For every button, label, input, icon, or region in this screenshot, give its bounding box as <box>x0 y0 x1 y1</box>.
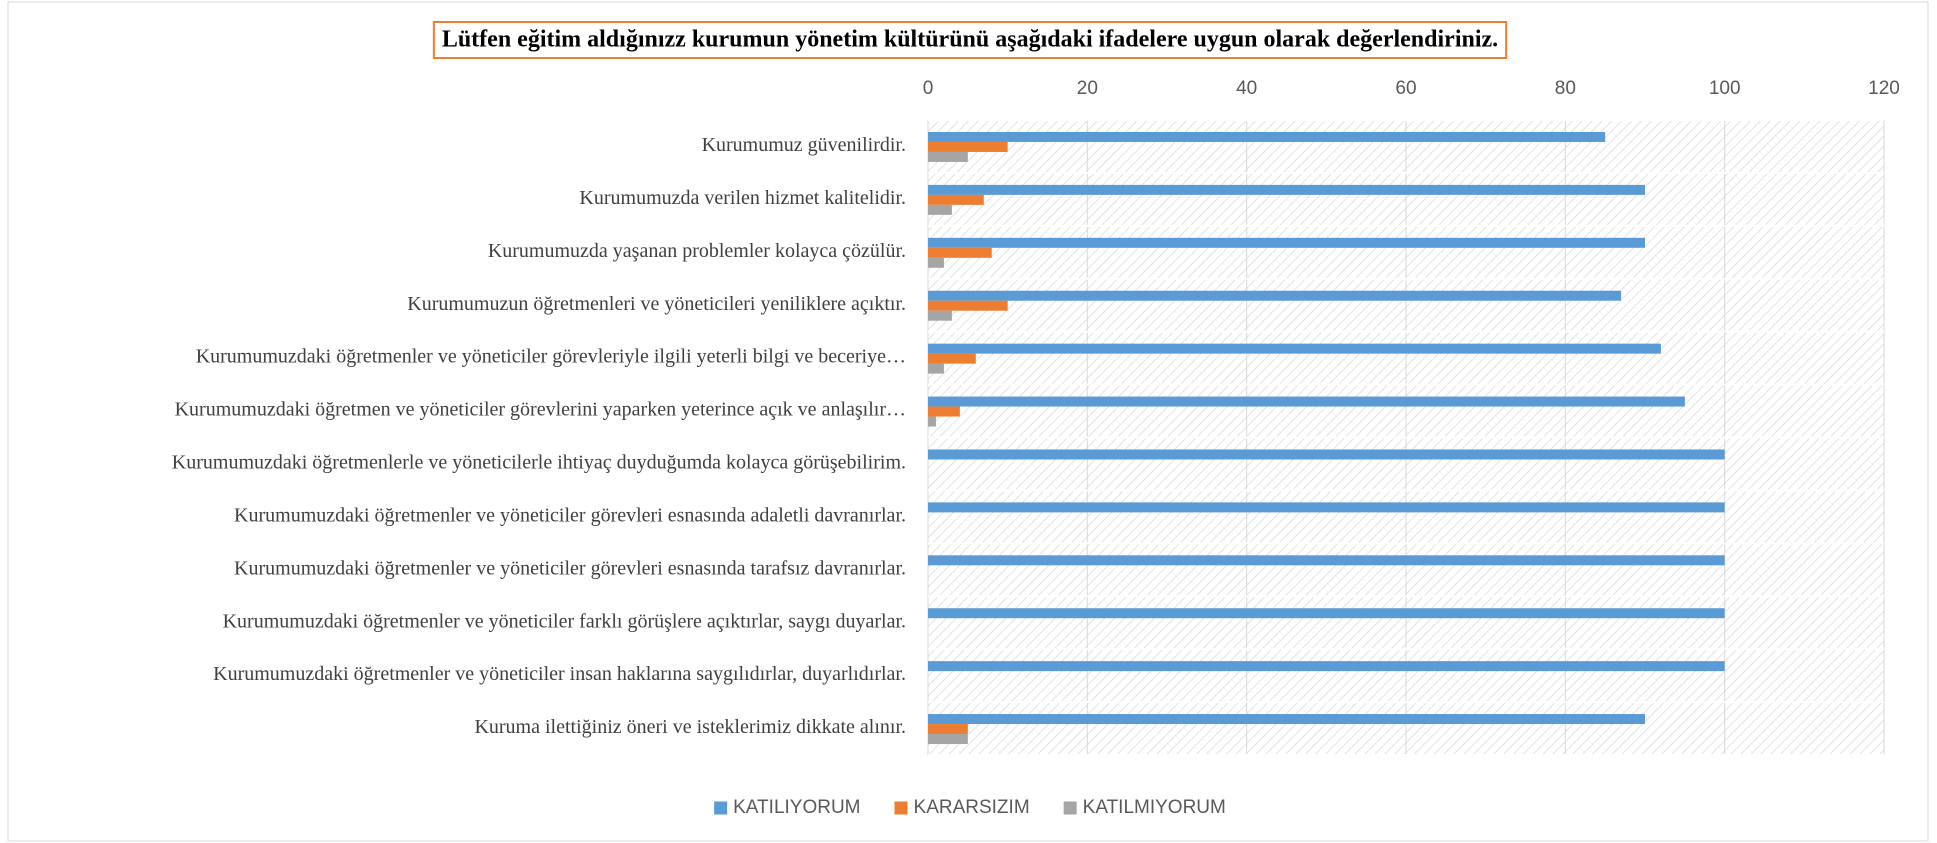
y-tick-label: Kurumumuzda yaşanan problemler kolayca ç… <box>488 240 906 262</box>
y-tick-label: Kurumumuzdaki öğretmenler ve yöneticiler… <box>234 504 906 526</box>
bar <box>928 449 1725 460</box>
legend-label: KATILMIYORUM <box>1083 797 1226 818</box>
x-tick-label: 120 <box>1868 78 1900 99</box>
y-tick-label: Kurumumuzdaki öğretmenler ve yöneticiler… <box>196 346 906 368</box>
x-tick-label: 20 <box>1077 78 1098 99</box>
title-box <box>432 21 1508 59</box>
x-tick-label: 0 <box>923 78 934 99</box>
x-tick-label: 40 <box>1236 78 1257 99</box>
bar <box>928 608 1725 619</box>
bar <box>928 714 1645 725</box>
bar <box>928 734 968 745</box>
x-tick-label: 80 <box>1555 78 1576 99</box>
bar <box>928 131 1606 142</box>
bar <box>928 151 968 162</box>
bar <box>928 343 1661 354</box>
bar <box>928 363 944 374</box>
bar <box>928 353 976 364</box>
legend-label: KARARSIZIM <box>914 797 1030 818</box>
bar <box>928 406 960 417</box>
y-tick-label: Kurumumuzdaki öğretmenler ve yöneticiler… <box>234 557 906 579</box>
bar <box>928 416 936 427</box>
bar <box>928 247 992 258</box>
y-tick-label: Kurumumuzdaki öğretmenler ve yöneticiler… <box>223 610 906 632</box>
bar <box>928 237 1645 248</box>
bar <box>928 724 968 735</box>
y-tick-label: Kurumumuzdaki öğretmenlerle ve yöneticil… <box>172 452 906 474</box>
y-tick-label: Kurumumuzdaki öğretmenler ve yöneticiler… <box>213 663 906 685</box>
y-tick-label: Kurumumuzun öğretmenleri ve yöneticileri… <box>407 293 906 315</box>
bar <box>928 184 1645 195</box>
x-tick-label: 100 <box>1709 78 1741 99</box>
bar <box>928 194 984 205</box>
y-tick-label: Kurumumuzda verilen hizmet kalitelidir. <box>579 187 906 209</box>
bar <box>928 141 1008 152</box>
bar <box>928 555 1725 566</box>
y-tick-label: Kuruma ilettiğiniz öneri ve isteklerimiz… <box>474 716 906 738</box>
legend-swatch <box>894 801 908 815</box>
bar <box>928 257 944 268</box>
bar <box>928 502 1725 513</box>
bar <box>928 290 1622 301</box>
x-tick-label: 60 <box>1395 78 1416 99</box>
y-tick-label: Kurumumuzdaki öğretmen ve yöneticiler gö… <box>175 399 906 421</box>
bar <box>928 204 952 215</box>
bar <box>928 661 1725 672</box>
chart-title: Lütfen eğitim aldığınızz kurumun yönetim… <box>442 27 1498 53</box>
bar <box>928 310 952 321</box>
legend-swatch <box>1063 801 1077 815</box>
legend-swatch <box>714 801 728 815</box>
bar <box>928 300 1008 311</box>
bar <box>928 396 1685 407</box>
y-tick-label: Kurumumuz güvenilirdir. <box>702 134 906 156</box>
legend-label: KATILIYORUM <box>733 797 860 818</box>
